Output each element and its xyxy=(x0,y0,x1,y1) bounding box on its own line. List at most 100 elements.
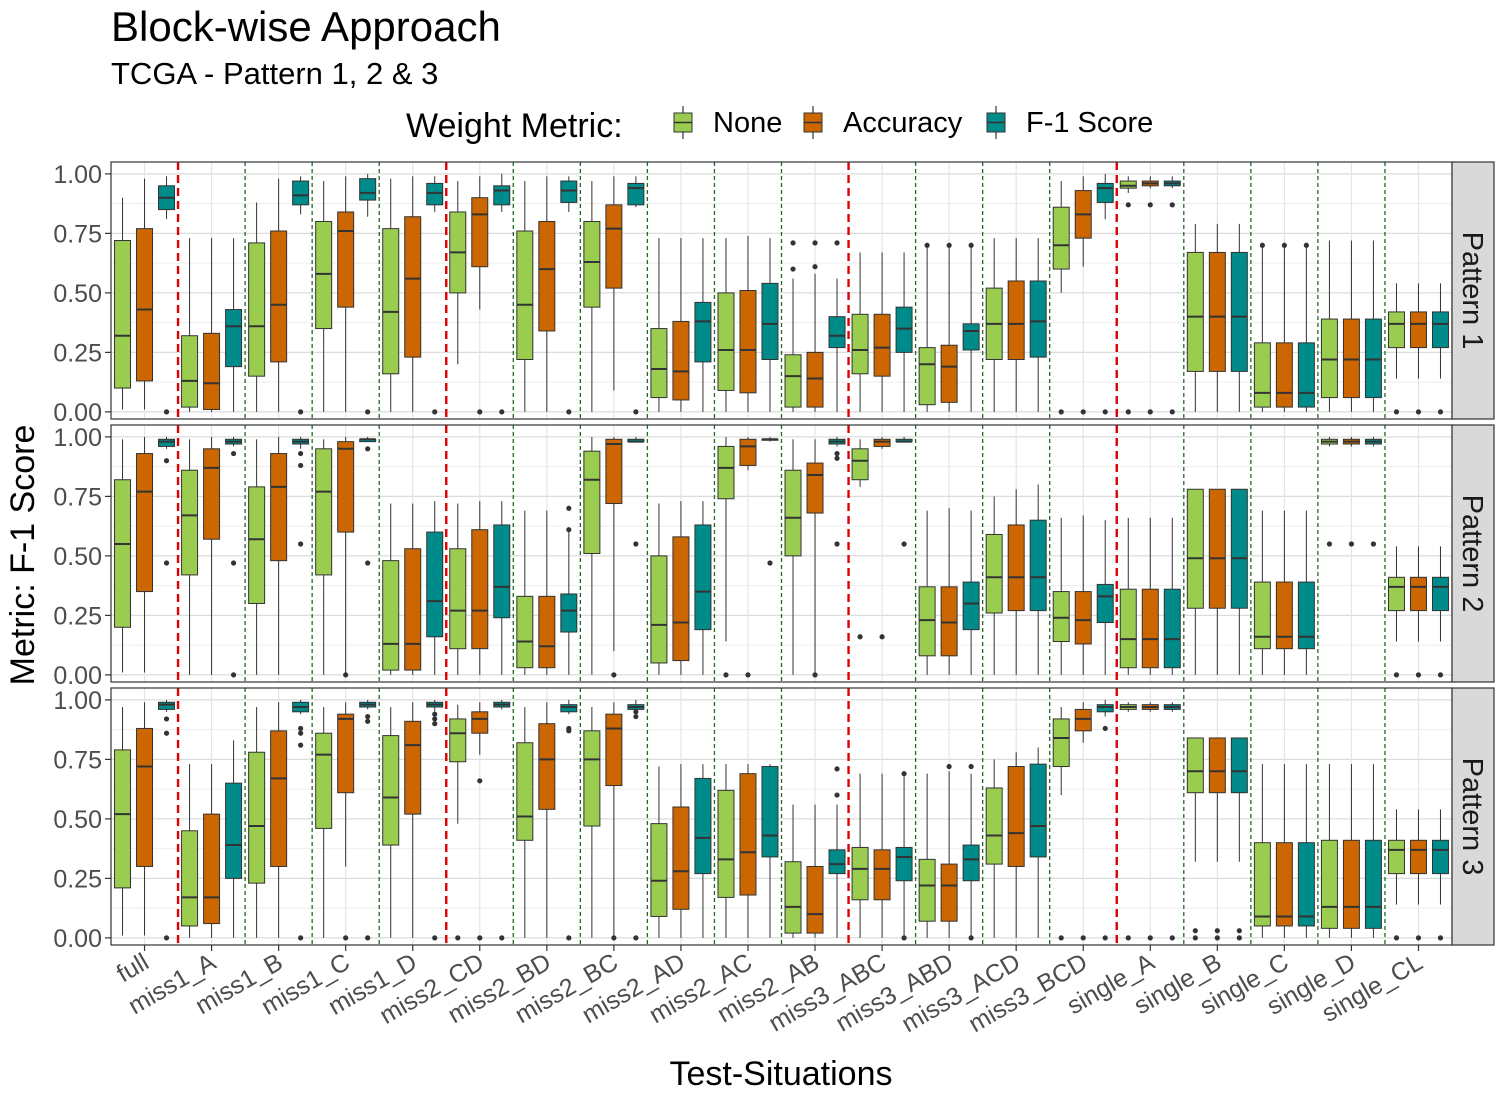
box-single_A-accuracy xyxy=(1141,176,1159,415)
box-miss1_D-accuracy xyxy=(404,176,422,412)
box-single_C-f1-score xyxy=(1297,764,1315,938)
box-miss2_AC-none xyxy=(717,764,735,938)
box-single_B-accuracy xyxy=(1208,223,1226,412)
box-miss3_ABC-accuracy xyxy=(873,252,891,412)
outlier-point xyxy=(163,560,170,566)
box-single_D-f1-score xyxy=(1364,240,1382,412)
box-single_CL-none xyxy=(1387,546,1405,678)
outlier-point xyxy=(477,778,483,784)
box-miss1_C-accuracy xyxy=(337,436,355,678)
box-miss2_AB-f1-score xyxy=(828,766,846,938)
box-body xyxy=(516,742,534,841)
box-miss3_ABC-accuracy xyxy=(873,436,891,640)
outlier-point xyxy=(365,446,371,452)
box-body xyxy=(851,313,869,375)
box-miss2_AC-none xyxy=(717,436,735,678)
box-miss1_A-f1-score xyxy=(225,238,243,412)
box-miss2_AD-none xyxy=(650,503,668,675)
outlier-point xyxy=(298,742,304,748)
box-body xyxy=(203,332,221,410)
box-miss1_B-none xyxy=(248,707,266,938)
outlier-point xyxy=(1415,672,1422,678)
box-miss2_AC-none xyxy=(717,238,735,412)
box-single_A-none xyxy=(1119,176,1137,415)
box-body xyxy=(382,228,400,375)
outlier-point xyxy=(566,409,572,415)
box-body xyxy=(471,529,489,650)
outlier-point xyxy=(298,462,304,469)
outlier-point xyxy=(230,560,237,566)
box-single_C-accuracy xyxy=(1275,242,1293,412)
outlier-point xyxy=(1348,541,1355,547)
box-body xyxy=(538,723,556,810)
outlier-point xyxy=(968,763,974,770)
box-body xyxy=(918,858,936,922)
outlier-point xyxy=(1125,935,1131,941)
outlier-point xyxy=(566,725,572,732)
box-body xyxy=(672,806,690,910)
box-single_B-none xyxy=(1186,488,1204,675)
box-body xyxy=(560,593,578,633)
box-body xyxy=(1342,839,1360,929)
box-miss1_A-f1-score xyxy=(225,436,243,678)
box-miss3_ABD-accuracy xyxy=(940,508,958,675)
box-body xyxy=(583,450,601,555)
box-miss2_AD-none xyxy=(650,238,668,412)
box-miss2_BC-f1-score xyxy=(627,699,645,941)
outlier-point xyxy=(1147,202,1153,208)
box-body xyxy=(784,354,802,408)
box-miss2_AB-accuracy xyxy=(806,439,824,678)
box-body xyxy=(1141,588,1159,669)
outlier-point xyxy=(1125,409,1131,415)
outlier-point xyxy=(834,455,840,461)
box-miss3_ABC-f1-score xyxy=(895,252,913,412)
box-miss3_BCD-accuracy xyxy=(1074,176,1092,415)
outlier-point xyxy=(298,541,304,547)
box-miss3_ACD-accuracy xyxy=(1007,752,1025,938)
box-body xyxy=(1409,311,1427,349)
box-body xyxy=(694,524,712,631)
box-body xyxy=(605,713,623,787)
box-miss3_ABD-none xyxy=(918,773,936,938)
box-body xyxy=(828,316,846,349)
box-miss1_D-f1-score xyxy=(426,176,444,415)
box-body xyxy=(1320,318,1338,399)
box-single_D-accuracy xyxy=(1342,436,1360,547)
y-tick-label: 1.00 xyxy=(53,161,102,189)
outlier-point xyxy=(790,266,796,272)
box-body xyxy=(873,438,891,447)
panel-1: Pattern 1 0.00 0.25 0.50 0.75 1.00 xyxy=(53,161,1495,427)
outlier-point xyxy=(365,409,371,415)
box-body xyxy=(114,479,132,628)
box-body xyxy=(1297,342,1315,408)
box-miss1_A-accuracy xyxy=(203,764,221,938)
outlier-point xyxy=(1393,935,1400,941)
box-body xyxy=(1431,311,1449,349)
box-full-accuracy xyxy=(136,702,154,936)
box-miss1_A-accuracy xyxy=(203,238,221,412)
outlier-point xyxy=(1058,935,1064,941)
box-full-accuracy xyxy=(136,178,154,410)
box-body xyxy=(940,863,958,922)
outlier-point xyxy=(633,709,639,715)
outlier-point xyxy=(477,409,483,415)
box-miss3_ABD-f1-score xyxy=(962,763,980,941)
box-miss1_C-none xyxy=(315,439,333,675)
outlier-point xyxy=(1415,935,1422,941)
box-body xyxy=(1186,251,1204,372)
box-miss1_B-accuracy xyxy=(270,702,288,938)
facet-strip-label: Pattern 2 xyxy=(1456,495,1488,613)
box-body xyxy=(382,735,400,846)
box-body xyxy=(1230,488,1248,609)
box-miss2_CD-accuracy xyxy=(471,176,489,415)
box-body xyxy=(1007,524,1025,612)
box-body xyxy=(739,290,757,394)
box-miss2_BD-f1-score xyxy=(560,699,578,941)
box-body xyxy=(449,718,467,763)
box-miss1_B-f1-score xyxy=(292,176,310,415)
box-body xyxy=(337,211,355,308)
outlier-point xyxy=(901,935,907,941)
box-body xyxy=(248,242,266,377)
box-miss1_C-none xyxy=(315,181,333,412)
box-body xyxy=(136,228,154,382)
